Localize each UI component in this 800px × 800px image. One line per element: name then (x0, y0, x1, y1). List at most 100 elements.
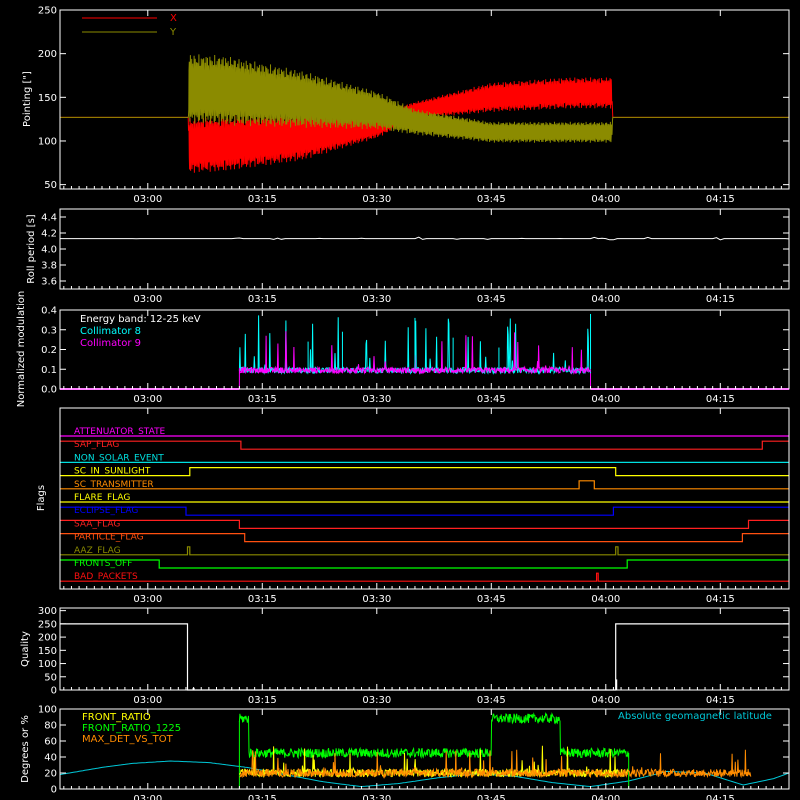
x-tick-label: 04:00 (591, 794, 620, 800)
flag-line-aaz_flag (60, 546, 789, 556)
y-tick-label: 60 (44, 737, 57, 748)
panel-degrees: 03:00 03:15 03:30 03:45 04:00 04:15 0 20 40 60 80 1… (20, 705, 790, 800)
y-tick-label: 0.4 (41, 306, 57, 317)
flag-label-fronts_off: FRONTS_OFF (74, 559, 132, 569)
legend-front-ratio: FRONT_RATIO (82, 712, 151, 723)
x-tick-label: 03:15 (248, 394, 277, 405)
flag-line-sc_in_sunlight (60, 467, 789, 477)
pointing-y-series (60, 54, 789, 143)
roll-period-ylabel: Roll period [s] (26, 214, 37, 283)
flag-label-sc_transmitter: SC_TRANSMITTER (74, 480, 154, 490)
quality-frame (59, 607, 790, 691)
x-tick-label: 03:45 (477, 294, 506, 305)
geomag-latitude-series (59, 760, 790, 788)
roll-period-series (60, 236, 790, 241)
y-tick-label: 50 (44, 672, 57, 683)
y-tick-label: 100 (38, 659, 57, 670)
x-tick-label: 04:00 (591, 394, 620, 405)
x-tick-label: 03:45 (477, 695, 506, 706)
pointing-marks (60, 54, 789, 173)
pointing-axes: 03:00 03:15 03:30 03:45 04:00 04:15 50 100 150 20… (38, 6, 790, 205)
x-tick-label: 03:30 (362, 695, 391, 706)
flag-line-sap_flag (60, 440, 789, 450)
legend-collimator-8: Collimator 8 (80, 326, 141, 337)
flag-label-particle_flag: PARTICLE_FLAG (74, 533, 144, 543)
quality-ylabel: Quality (20, 631, 31, 667)
quality-axes: 03:00 03:15 03:30 03:45 04:00 04:15 0 50 100 150 2… (38, 606, 790, 706)
modulation-axes: 03:00 03:15 03:30 03:45 04:00 04:15 0.0 0.1 0.2 0… (41, 306, 790, 405)
x-tick-label: 03:15 (248, 594, 277, 605)
y-tick-label: 80 (44, 721, 57, 732)
roll-period-marks (60, 236, 790, 241)
x-tick-label: 04:15 (706, 794, 735, 800)
y-tick-label: 4.4 (41, 213, 57, 224)
flag-label-bad_packets: BAD_PACKETS (74, 572, 138, 582)
flag-line-particle_flag (60, 533, 789, 543)
y-tick-label: 300 (38, 606, 57, 617)
flag-line-bad_packets (60, 572, 789, 582)
x-tick-label: 03:30 (362, 394, 391, 405)
roll-period-axes: 03:00 03:15 03:30 03:45 04:00 04:15 3.6 3.8 4.0 4… (41, 209, 790, 305)
y-tick-label: 0.3 (41, 325, 57, 336)
x-tick-label: 03:00 (133, 794, 162, 800)
energy-band-annotation: Energy band: 12-25 keV (80, 314, 201, 325)
flag-label-eclipse_flag: ECLIPSE_FLAG (74, 506, 138, 516)
panel-modulation: 03:00 03:15 03:30 03:45 04:00 04:15 0.0 0.1 0.2 0… (16, 291, 790, 407)
flag-line-eclipse_flag (60, 506, 789, 516)
flag-label-non_solar_event: NON_SOLAR_EVENT (74, 453, 164, 463)
x-tick-label: 03:00 (133, 194, 162, 205)
x-tick-label: 03:15 (248, 194, 277, 205)
x-tick-label: 04:15 (706, 394, 735, 405)
flags-ylabel: Flags (36, 485, 47, 511)
y-tick-label: 40 (44, 753, 57, 764)
flag-label-attenuator_state: ATTENUATOR_STATE (74, 427, 166, 437)
x-tick-label: 04:00 (591, 695, 620, 706)
flag-label-aaz_flag: AAZ_FLAG (74, 546, 121, 556)
y-tick-label: 150 (38, 93, 57, 104)
degrees-marks (59, 711, 790, 789)
flags-frame (59, 407, 790, 590)
x-tick-label: 04:15 (706, 695, 735, 706)
x-tick-label: 03:45 (477, 194, 506, 205)
y-tick-label: 4.2 (41, 229, 57, 240)
x-tick-label: 03:30 (362, 594, 391, 605)
max-det-vs-tot-series (239, 749, 752, 779)
panel-pointing: 03:00 03:15 03:30 03:45 04:00 04:15 50 100 150 20… (22, 6, 790, 205)
x-tick-label: 03:45 (477, 594, 506, 605)
flag-label-saa_flag: SAA_FLAG (74, 519, 120, 529)
x-tick-label: 03:15 (248, 695, 277, 706)
y-tick-label: 250 (38, 619, 57, 630)
x-tick-label: 03:00 (133, 594, 162, 605)
legend-front-ratio-1225: FRONT_RATIO_1225 (82, 723, 181, 734)
flag-label-sc_in_sunlight: SC_IN_SUNLIGHT (74, 467, 151, 477)
flags-marks: ATTENUATOR_STATE SAP_FLAG NON_SOLAR_EVENT S… (60, 427, 789, 582)
flag-line-saa_flag (60, 519, 789, 529)
y-tick-label: 50 (44, 180, 57, 191)
x-tick-label: 03:00 (133, 394, 162, 405)
y-tick-label: 100 (38, 705, 57, 716)
y-tick-label: 3.6 (41, 277, 57, 288)
legend-x-label: X (170, 13, 177, 24)
y-tick-label: 200 (38, 633, 57, 644)
y-tick-label: 150 (38, 646, 57, 657)
pointing-ylabel: Pointing ["] (22, 71, 33, 127)
flag-line-sc_transmitter (60, 480, 789, 490)
x-tick-label: 04:00 (591, 194, 620, 205)
y-tick-label: 0.0 (41, 385, 57, 396)
flag-label-sap_flag: SAP_FLAG (74, 440, 119, 450)
y-tick-label: 0 (51, 785, 57, 796)
y-tick-label: 0.1 (41, 365, 57, 376)
degrees-axes: 03:00 03:15 03:30 03:45 04:00 04:15 0 20 40 60 80 1… (38, 705, 790, 800)
flag-line-fronts_off (60, 559, 789, 569)
x-tick-label: 04:00 (591, 594, 620, 605)
x-tick-label: 04:15 (706, 194, 735, 205)
x-tick-label: 03:30 (362, 194, 391, 205)
y-tick-label: 0.2 (41, 345, 57, 356)
x-tick-label: 03:30 (362, 294, 391, 305)
y-tick-label: 200 (38, 49, 57, 60)
x-tick-label: 03:15 (248, 794, 277, 800)
y-tick-label: 100 (38, 136, 57, 147)
legend-max-det-vs-tot: MAX_DET_VS_TOT (82, 734, 174, 745)
